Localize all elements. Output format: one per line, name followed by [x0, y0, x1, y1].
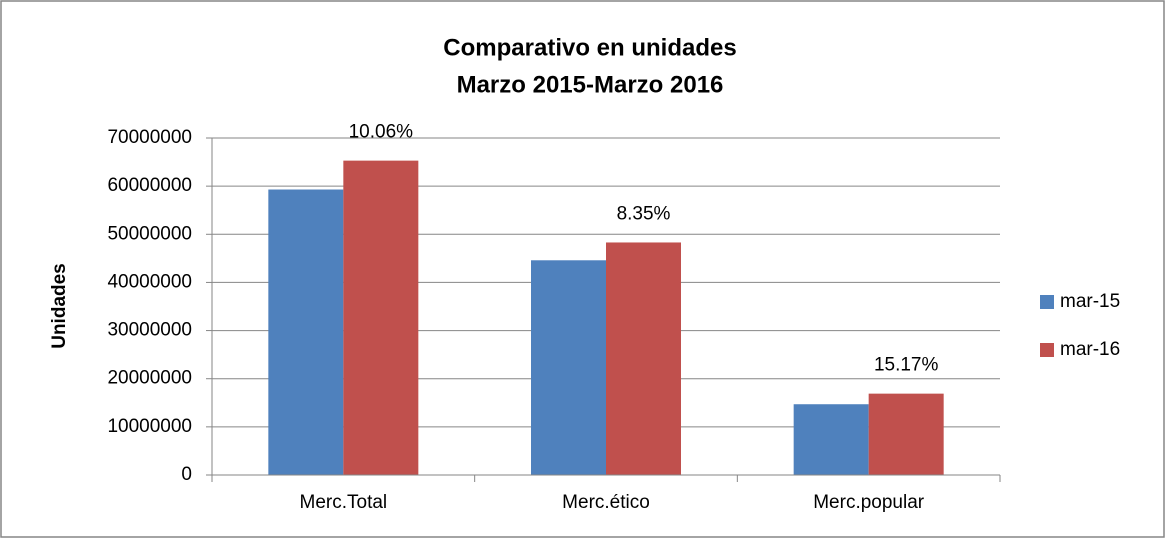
y-axis-title: Unidades — [49, 263, 70, 349]
legend-swatch — [1040, 343, 1054, 357]
y-tick-label: 70000000 — [107, 127, 192, 148]
legend-label: mar-16 — [1060, 339, 1120, 360]
bar — [868, 393, 944, 475]
y-tick-label: 10000000 — [107, 416, 192, 437]
x-tick-label: Merc.ético — [562, 492, 650, 513]
bar — [343, 160, 419, 475]
bar — [268, 189, 344, 475]
bar — [606, 242, 681, 475]
legend-label: mar-15 — [1060, 291, 1120, 312]
bar — [793, 404, 869, 475]
y-tick-label: 20000000 — [107, 368, 192, 389]
annotation: 10.06% — [349, 122, 414, 143]
y-tick-label: 30000000 — [107, 320, 192, 341]
legend-swatch — [1040, 295, 1054, 309]
bar — [531, 260, 606, 475]
chart-title: Comparativo en unidades — [443, 34, 736, 61]
chart-subtitle: Marzo 2015-Marzo 2016 — [457, 71, 724, 98]
annotation: 8.35% — [617, 203, 671, 224]
x-tick-label: Merc.popular — [813, 492, 925, 513]
annotation: 15.17% — [874, 355, 939, 376]
y-tick-label: 60000000 — [107, 175, 192, 196]
y-tick-label: 50000000 — [107, 223, 192, 244]
x-tick-label: Merc.Total — [300, 492, 388, 513]
y-tick-label: 0 — [181, 464, 192, 485]
y-tick-label: 40000000 — [107, 271, 192, 292]
